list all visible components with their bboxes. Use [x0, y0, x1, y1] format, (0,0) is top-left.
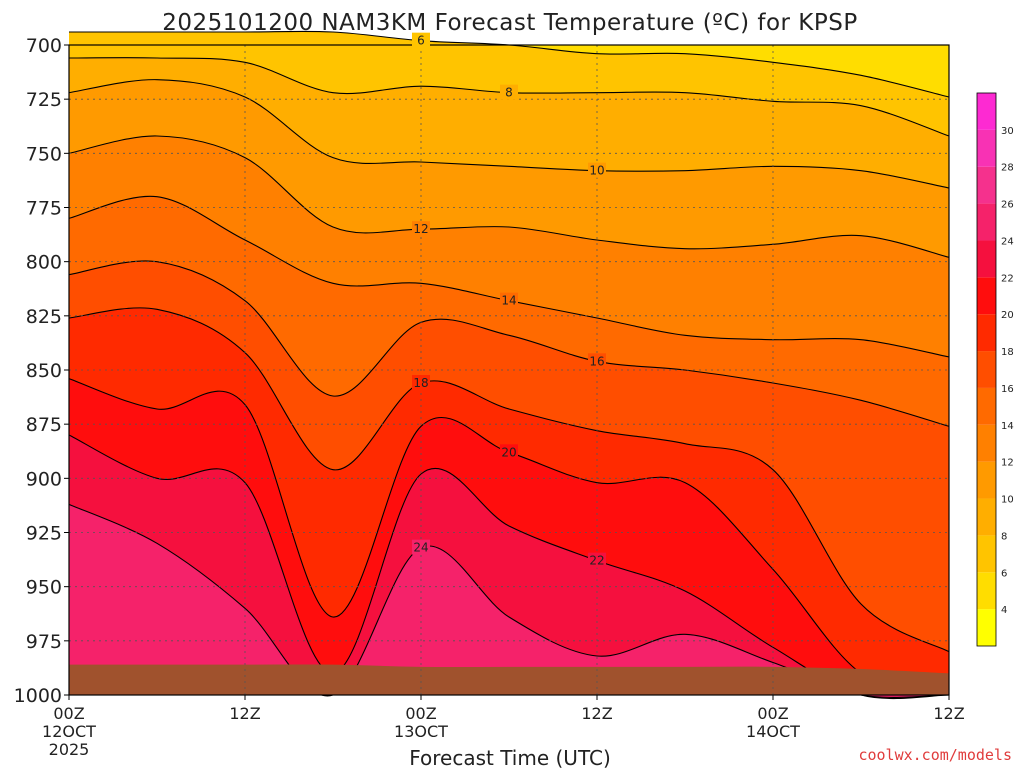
contour-label: 8 [505, 86, 513, 100]
x-tick-date: 12OCT [42, 722, 96, 741]
colorbar-label: 24 [1001, 236, 1014, 247]
y-tick-label: 925 [26, 523, 62, 545]
contour-label-bg [588, 552, 606, 568]
chart-title: 2025101200 NAM3KM Forecast Temperature (… [162, 10, 857, 36]
colorbar-segment [977, 166, 996, 204]
contour-label-bg [412, 221, 430, 237]
x-tick-date: 13OCT [394, 722, 448, 741]
colorbar-label: 22 [1001, 273, 1014, 284]
x-tick-date: 14OCT [746, 722, 800, 741]
colorbar-segment [977, 424, 996, 462]
y-tick-label: 900 [26, 468, 62, 490]
y-tick-label: 750 [26, 143, 62, 165]
credit-text: coolwx.com/models [858, 746, 1012, 764]
x-tick-label: 00Z [405, 704, 436, 723]
ground-fill [69, 664, 949, 695]
y-tick-label: 775 [26, 198, 62, 220]
y-tick-label: 1000 [14, 685, 62, 707]
y-tick-label: 875 [26, 414, 62, 436]
contour-label: 12 [413, 222, 428, 236]
y-tick-label: 850 [26, 360, 62, 382]
x-tick-label: 00Z [53, 704, 84, 723]
y-tick-label: 825 [26, 306, 62, 328]
colorbar-label: 16 [1001, 384, 1014, 395]
ground-layer [69, 664, 949, 695]
colorbar-label: 18 [1001, 347, 1014, 358]
colorbar-label: 12 [1001, 458, 1014, 469]
colorbar-segment [977, 351, 996, 388]
y-tick-label: 950 [26, 577, 62, 599]
colorbar-segment [977, 461, 996, 499]
band-24 [69, 504, 949, 698]
isotherm-16 [68, 260, 950, 427]
isotherm-10 [68, 79, 950, 189]
contour-label: 18 [413, 376, 428, 390]
contour-label: 16 [589, 354, 604, 368]
colorbar-segment [977, 498, 996, 536]
isotherm-12 [68, 135, 950, 258]
band-22 [69, 435, 949, 699]
x-tick-label: 12Z [229, 704, 260, 723]
colorbar-segment [977, 609, 996, 646]
colorbar-label: 10 [1001, 495, 1014, 506]
colorbar-segment [977, 277, 996, 315]
colorbar-segment [977, 535, 996, 573]
contour-label: 20 [501, 445, 516, 459]
colorbar-label: 4 [1001, 605, 1007, 616]
contour-label: 22 [589, 554, 604, 568]
contour-label-bg [500, 84, 518, 100]
x-tick-label: 12Z [933, 704, 964, 723]
colorbar-segment [977, 387, 996, 425]
contour-label-bg [588, 353, 606, 369]
colorbar-label: 6 [1001, 568, 1007, 579]
colorbar-label: 14 [1001, 421, 1014, 432]
isotherm-18 [68, 307, 950, 653]
y-tick-label: 800 [26, 252, 62, 274]
colorbar-segment [977, 203, 996, 241]
contour-label-bg [500, 444, 518, 460]
isotherm-22 [68, 434, 950, 700]
contour-label: 6 [417, 34, 425, 48]
isotherm-24 [68, 503, 950, 698]
x-tick-year: 2025 [49, 740, 90, 759]
isotherm-20 [68, 378, 950, 696]
y-tick-label: 725 [26, 89, 62, 111]
colorbar-segment [977, 129, 996, 167]
colorbar-segment [977, 572, 996, 610]
contour-label-bg [588, 162, 606, 178]
contour-label-bg [412, 32, 430, 48]
contour-label: 24 [413, 541, 428, 555]
colorbar-segment [977, 240, 996, 278]
contour-label-bg [500, 292, 518, 308]
x-axis-title: Forecast Time (UTC) [409, 746, 611, 768]
colorbar-frame [976, 92, 997, 647]
contour-label: 14 [501, 294, 516, 308]
colorbar-label: 28 [1001, 163, 1014, 174]
x-tick-label: 00Z [757, 704, 788, 723]
contour-label-bg [412, 375, 430, 390]
y-tick-label: 975 [26, 631, 62, 653]
colorbar-segment [977, 93, 996, 130]
colorbar-segment [977, 314, 996, 352]
y-tick-label: 700 [26, 35, 62, 57]
colorbar-label: 8 [1001, 531, 1007, 542]
contour-label: 10 [589, 164, 604, 178]
contour-labels: 6 8 10 12 14 16 18 20 22 24 [412, 32, 606, 568]
colorbar-label: 20 [1001, 310, 1014, 321]
temperature-bands [69, 31, 949, 699]
colorbar-label: 30 [1001, 126, 1014, 137]
y-axis: 700 725 750 775 800 825 850 875 900 925 950 975 1000 [14, 35, 69, 707]
colorbar-label: 26 [1001, 200, 1014, 211]
colorbar: 4 6 8 10 12 14 16 18 20 22 24 26 28 30 [976, 92, 1014, 647]
x-tick-label: 12Z [581, 704, 612, 723]
grid-lines [69, 45, 949, 695]
contour-label-bg [412, 539, 430, 555]
